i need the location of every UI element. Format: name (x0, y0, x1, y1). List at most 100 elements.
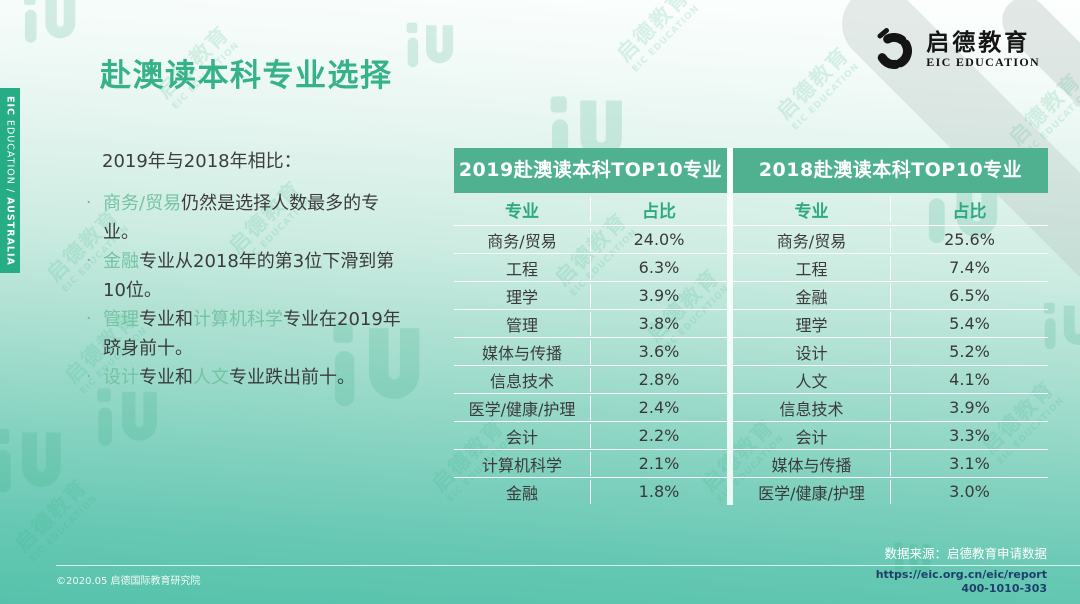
footer-links: https://eic.org.cn/eic/report 400-1010-3… (876, 568, 1047, 596)
major-cell: 设计 (733, 339, 891, 364)
table-row: 工程 6.3% (454, 253, 727, 281)
copyright-text: ©2020.05 启德国际教育研究院 (56, 576, 201, 587)
table-row: 医学/健康/护理 2.4% (454, 393, 727, 421)
major-cell: 媒体与传播 (733, 451, 891, 476)
table-row: 理学 3.9% (454, 281, 727, 309)
major-cell: 医学/健康/护理 (454, 395, 591, 420)
major-cell: 工程 (454, 255, 591, 280)
bullet-marker: · (86, 367, 92, 387)
major-cell: 管理 (454, 311, 591, 336)
column-header-share: 占比 (952, 201, 987, 222)
top10-tables: 2019赴澳读本科TOP10专业 专业 占比 商务/贸易 24.0% 工程 6.3% 理… (454, 148, 1048, 505)
eic-logo-name-cn: 启德教育 (926, 29, 1031, 56)
table-row: 计算机科学 2.1% (454, 449, 727, 477)
major-cell: 理学 (454, 283, 591, 308)
table-2018: 2018赴澳读本科TOP10专业 专业 占比 商务/贸易 25.6% 工程 7.4% 金… (733, 148, 1048, 505)
share-cell: 2.1% (638, 454, 680, 473)
bullet-text: 管理专业和计算机科学专业在2019年跻身前十。 (103, 309, 401, 359)
insight-list: · 商务/贸易仍然是选择人数最多的专业。 · 金融专业从2018年的第3位下滑到第10… (86, 189, 410, 392)
share-cell: 2.4% (638, 398, 680, 417)
table-2019-title: 2019赴澳读本科TOP10专业 (454, 148, 727, 193)
major-cell: 信息技术 (733, 395, 891, 420)
table-row: 管理 3.8% (454, 309, 727, 337)
major-cell: 金融 (733, 283, 891, 308)
share-cell: 5.2% (949, 342, 990, 361)
table-row: 会计 2.2% (454, 421, 727, 449)
table-2019: 2019赴澳读本科TOP10专业 专业 占比 商务/贸易 24.0% 工程 6.3% 理… (454, 148, 727, 505)
data-source-text: 数据来源：启德教育申请数据 (884, 546, 1047, 561)
share-cell: 1.8% (638, 482, 680, 501)
column-header-share: 占比 (642, 201, 676, 222)
share-cell: 3.3% (949, 426, 990, 445)
share-cell: 4.1% (949, 370, 990, 389)
table-row: 媒体与传播 3.6% (454, 337, 727, 365)
major-cell: 金融 (454, 479, 591, 504)
share-cell: 3.6% (638, 342, 680, 361)
share-cell: 3.9% (949, 398, 990, 417)
share-cell: 2.2% (638, 426, 680, 445)
footer-divider (56, 565, 1080, 566)
share-cell: 6.3% (638, 258, 680, 277)
table-row: 工程 7.4% (733, 253, 1048, 281)
bullet-marker: · (86, 193, 92, 213)
table-row: 金融 1.8% (454, 477, 727, 505)
report-url[interactable]: https://eic.org.cn/eic/report (875, 568, 1047, 581)
eic-logo-name-en: EIC EDUCATION (926, 55, 1040, 70)
sidebar-label: EIC EDUCATION / AUSTRALIA (4, 95, 16, 266)
share-cell: 3.8% (638, 314, 680, 333)
table-row: 会计 3.3% (733, 421, 1048, 449)
table-2018-body: 商务/贸易 25.6% 工程 7.4% 金融 6.5% 理学 5.4% 设计 5.2% 人文 4.1%… (733, 225, 1048, 505)
major-cell: 商务/贸易 (733, 227, 891, 252)
table-2018-subheader: 专业 占比 (733, 193, 1048, 225)
table-row: 商务/贸易 24.0% (454, 225, 727, 253)
table-row: 信息技术 3.9% (733, 393, 1048, 421)
table-row: 理学 5.4% (733, 309, 1048, 337)
table-row: 信息技术 2.8% (454, 365, 727, 393)
table-2019-subheader: 专业 占比 (454, 193, 727, 225)
insight-bullet: · 金融专业从2018年的第3位下滑到第10位。 (86, 247, 410, 305)
sidebar-edge-tab: EIC EDUCATION / AUSTRALIA (0, 88, 20, 273)
bullet-marker: · (86, 251, 92, 271)
major-cell: 理学 (733, 311, 891, 336)
share-cell: 24.0% (633, 230, 685, 249)
major-cell: 信息技术 (454, 367, 591, 392)
share-cell: 3.0% (949, 482, 990, 501)
major-cell: 商务/贸易 (454, 227, 591, 252)
bullet-text: 金融专业从2018年的第3位下滑到第10位。 (103, 251, 395, 301)
major-cell: 媒体与传播 (454, 339, 591, 364)
column-header-major: 专业 (733, 196, 891, 222)
major-cell: 计算机科学 (454, 451, 591, 476)
bullet-marker: · (86, 309, 92, 329)
eic-logo-icon (872, 26, 916, 74)
bullet-text: 商务/贸易仍然是选择人数最多的专业。 (103, 193, 380, 243)
table-2019-body: 商务/贸易 24.0% 工程 6.3% 理学 3.9% 管理 3.8% 媒体与传播 3.6% 信息技… (454, 225, 727, 505)
major-cell: 会计 (454, 423, 591, 448)
major-cell: 会计 (733, 423, 891, 448)
table-2018-title: 2018赴澳读本科TOP10专业 (733, 148, 1048, 193)
insight-bullet: · 设计专业和人文专业跌出前十。 (86, 363, 410, 392)
share-cell: 7.4% (949, 258, 990, 277)
table-row: 设计 5.2% (733, 337, 1048, 365)
eic-logo-text: 启德教育 EIC EDUCATION (926, 29, 1040, 70)
share-cell: 3.1% (949, 454, 990, 473)
table-row: 媒体与传播 3.1% (733, 449, 1048, 477)
hotline-phone: 400-1010-303 (961, 582, 1047, 595)
share-cell: 3.9% (638, 286, 680, 305)
comparison-lead-text: 2019年与2018年相比： (102, 151, 302, 172)
major-cell: 人文 (733, 367, 891, 392)
share-cell: 6.5% (949, 286, 990, 305)
table-gap-divider (727, 148, 733, 505)
bullet-text: 设计专业和人文专业跌出前十。 (103, 367, 355, 388)
major-cell: 医学/健康/护理 (733, 479, 891, 504)
table-row: 人文 4.1% (733, 365, 1048, 393)
column-header-major: 专业 (454, 196, 591, 222)
share-cell: 2.8% (638, 370, 680, 389)
insight-bullet: · 管理专业和计算机科学专业在2019年跻身前十。 (86, 305, 410, 363)
page-title: 赴澳读本科专业选择 (100, 58, 393, 94)
eic-logo: 启德教育 EIC EDUCATION (872, 26, 1040, 74)
table-row: 医学/健康/护理 3.0% (733, 477, 1048, 505)
table-row: 金融 6.5% (733, 281, 1048, 309)
table-row: 商务/贸易 25.6% (733, 225, 1048, 253)
